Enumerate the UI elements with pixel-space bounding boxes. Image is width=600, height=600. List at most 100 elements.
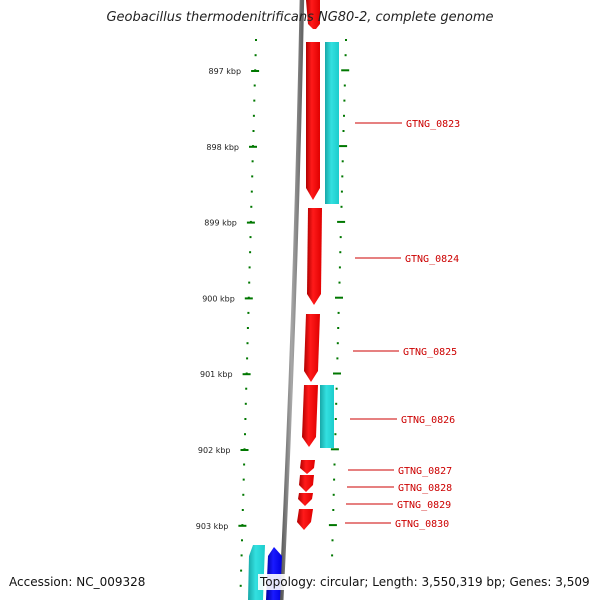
ruler-dot — [241, 509, 244, 511]
ruler-dot — [247, 311, 250, 314]
ruler-dot — [253, 99, 256, 102]
gene-arrow-gtng-0830[interactable] — [297, 509, 313, 530]
outer-ruler-major-tick — [335, 296, 343, 299]
ruler-dot — [252, 114, 255, 117]
gene-label[interactable]: GTNG_0829 — [397, 500, 451, 511]
ruler-major-tick — [244, 297, 253, 300]
outer-ruler-major-tick — [339, 145, 348, 148]
outer-ruler-dot — [337, 327, 340, 329]
gene-arrow-gtng-0826[interactable] — [302, 385, 318, 447]
gene-label[interactable]: GTNG_0830 — [395, 519, 449, 530]
ruler-major-tick — [238, 524, 247, 527]
ruler-dot — [250, 205, 253, 208]
gene-label[interactable]: GTNG_0824 — [405, 254, 459, 265]
gene-box-reverse-2[interactable] — [320, 385, 334, 448]
gene-arrow-gtng-0829[interactable] — [298, 493, 313, 506]
outer-ruler-dot — [340, 205, 343, 208]
outer-ruler-dot — [344, 54, 347, 57]
gene-box-reverse-1[interactable] — [325, 42, 339, 204]
ruler-dot — [253, 84, 256, 87]
outer-ruler-dot — [339, 251, 342, 254]
ruler-dot — [248, 266, 251, 269]
ruler-dot — [240, 554, 243, 557]
outer-ruler-major-tick — [337, 220, 346, 223]
outer-ruler-major-tick — [333, 372, 341, 375]
gene-arrow-gtng-0828[interactable] — [299, 475, 314, 492]
gene-arrow-gtng-0823[interactable] — [306, 42, 320, 200]
ruler-dot — [246, 342, 249, 345]
ruler-dot — [251, 175, 254, 178]
outer-ruler-dot — [338, 281, 341, 284]
ruler-tick-label: 901 kbp — [200, 370, 233, 379]
outer-ruler-dot — [336, 357, 339, 360]
outer-ruler-dot — [334, 433, 337, 436]
ruler-dot — [245, 387, 248, 390]
ruler-dot — [246, 327, 249, 329]
outer-ruler-dot — [333, 463, 336, 466]
gene-label[interactable]: GTNG_0825 — [403, 347, 457, 358]
ruler-tick-label: 898 kbp — [206, 143, 239, 152]
ruler-dot — [246, 357, 249, 360]
outer-ruler-dot — [343, 114, 345, 117]
outer-ruler-dot — [332, 509, 335, 511]
outer-ruler-dot — [339, 236, 342, 239]
ruler-tick-label: 899 kbp — [204, 219, 237, 228]
outer-ruler-dot — [336, 342, 339, 345]
ruler-tick-label: 897 kbp — [208, 67, 241, 76]
outer-ruler-dot — [341, 160, 344, 163]
ruler-dot — [242, 478, 245, 481]
inner-ruler: 897 kbp 898 kbp 899 kbp 900 kbp 901 kbp 902 k… — [196, 39, 260, 587]
gene-arrow-gtng-0825[interactable] — [304, 314, 320, 382]
outer-ruler-dot — [334, 418, 337, 420]
outer-ruler-dot — [337, 311, 340, 314]
gene-arrow-gtng-0824[interactable] — [307, 208, 322, 305]
ruler-dot — [248, 281, 251, 284]
outer-ruler-dot — [333, 478, 336, 481]
ruler-dot — [251, 160, 254, 163]
ruler-dot — [241, 539, 243, 542]
outer-ruler-major-tick — [341, 69, 350, 72]
outer-ruler-dot — [341, 175, 344, 178]
outer-ruler-major-tick — [328, 524, 337, 527]
ruler-major-tick — [251, 70, 260, 72]
ruler-dot — [252, 130, 255, 132]
ruler-dot — [239, 584, 242, 587]
ruler-major-tick — [246, 221, 255, 224]
outer-ruler — [328, 39, 350, 557]
accession-text: Accession: NC_009328 — [7, 574, 148, 590]
outer-ruler-dot — [345, 39, 347, 41]
outer-ruler-dot — [331, 539, 334, 542]
outer-ruler-dot — [343, 99, 346, 102]
genome-backbone — [278, 0, 305, 600]
ruler-dot — [255, 39, 257, 41]
ruler-dot — [243, 463, 246, 466]
genome-title: Geobacillus thermodenitrificans NG80-2, … — [106, 10, 494, 25]
ruler-dot — [249, 236, 252, 239]
ruler-dot — [249, 251, 252, 254]
gene-label[interactable]: GTNG_0823 — [406, 119, 460, 130]
outer-ruler-dot — [338, 266, 341, 269]
outer-ruler-major-tick — [330, 448, 339, 451]
feature-track — [248, 0, 339, 600]
outer-ruler-dot — [340, 190, 343, 193]
outer-ruler-dot — [335, 402, 338, 405]
gene-arrow-gtng-0827[interactable] — [300, 460, 315, 474]
ruler-major-tick — [240, 449, 249, 451]
ruler-dot — [244, 418, 247, 420]
outer-ruler-dot — [343, 84, 346, 87]
gene-labels: GTNG_0823 GTNG_0824 GTNG_0825 GTNG_0826 GTNG… — [345, 119, 460, 530]
gene-label[interactable]: GTNG_0827 — [398, 466, 452, 477]
ruler-tick-label: 902 kbp — [198, 446, 231, 455]
gene-box-reverse-3[interactable] — [248, 545, 265, 600]
ruler-dot — [244, 433, 246, 436]
outer-ruler-dot — [332, 493, 335, 496]
gene-arrow-partial-top[interactable] — [306, 0, 320, 29]
gene-label[interactable]: GTNG_0826 — [401, 415, 455, 426]
ruler-dot — [242, 493, 245, 496]
topology-text: Topology: circular; Length: 3,550,319 bp… — [258, 574, 592, 590]
ruler-tick-label: 900 kbp — [202, 294, 235, 303]
ruler-dot — [250, 190, 253, 193]
ruler-dot — [244, 402, 247, 405]
gene-label[interactable]: GTNG_0828 — [398, 483, 452, 494]
